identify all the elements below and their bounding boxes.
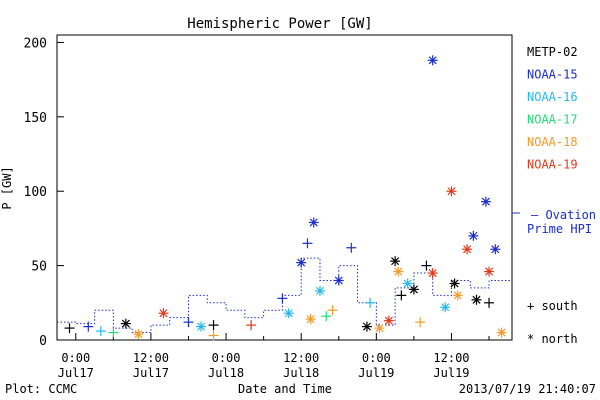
north-point (283, 308, 294, 319)
x-tick-label-date: Jul18 (283, 366, 319, 380)
x-tick-label-date: Jul19 (433, 366, 469, 380)
legend-item: NOAA-17 (527, 113, 578, 127)
south-point (208, 330, 219, 341)
south-point (396, 290, 407, 301)
north-point (120, 318, 131, 329)
south-point (108, 327, 119, 338)
plot-frame (56, 34, 513, 341)
footer-source: Plot: CCMC (5, 382, 77, 396)
north-point (383, 315, 394, 326)
x-axis-ticks: 0:00Jul1712:00Jul170:00Jul1812:00Jul180:… (58, 333, 490, 380)
south-point (246, 320, 257, 331)
south-point (327, 305, 338, 316)
north-point (462, 244, 473, 255)
south-point (277, 293, 288, 304)
north-point (390, 256, 401, 267)
north-point (133, 329, 144, 340)
x-axis-label: Date and Time (238, 382, 332, 396)
north-point (374, 323, 385, 334)
north-point (484, 266, 495, 277)
north-point (305, 314, 316, 325)
north-point (314, 285, 325, 296)
y-tick-label: 50 (31, 260, 47, 275)
south-point (346, 242, 357, 253)
south-point (64, 323, 75, 334)
north-point (427, 268, 438, 279)
x-tick-label-date: Jul19 (358, 366, 394, 380)
north-point (308, 217, 319, 228)
north-point (440, 302, 451, 313)
x-tick-label-date: Jul17 (58, 366, 94, 380)
y-tick-label: 150 (24, 111, 47, 126)
south-point (365, 297, 376, 308)
x-tick-label-time: 12:00 (433, 351, 469, 365)
south-point (421, 260, 432, 271)
y-tick-label: 200 (24, 36, 47, 51)
north-point (361, 321, 372, 332)
x-tick-label-date: Jul17 (133, 366, 169, 380)
south-point (83, 321, 94, 332)
legend-ovation-label-2: Prime HPI (527, 222, 592, 236)
ovation-hpi-series (57, 257, 512, 334)
y-tick-label: 100 (24, 185, 47, 200)
south-point (95, 326, 106, 337)
y-tick-label: 0 (39, 334, 47, 349)
y-axis-ticks: 0 50 100 150 200 (24, 36, 64, 349)
north-point (496, 327, 507, 338)
y-axis-label: P [GW] (0, 166, 14, 209)
north-point (408, 284, 419, 295)
north-point (449, 278, 460, 289)
legend: METP-02 NOAA-15 NOAA-16 NOAA-17 NOAA-18 NOAA-… (527, 45, 578, 172)
legend-item: NOAA-16 (527, 90, 578, 104)
north-point (393, 266, 404, 277)
x-tick-label-time: 12:00 (283, 351, 319, 365)
north-point (196, 321, 207, 332)
north-point (480, 196, 491, 207)
x-tick-label-time: 0:00 (212, 351, 241, 365)
x-tick-label-date: Jul18 (208, 366, 244, 380)
ovation-hpi-line (57, 257, 512, 334)
south-point (415, 317, 426, 328)
north-point (468, 230, 479, 241)
south-point (484, 297, 495, 308)
footer-timestamp: 2013/07/19 21:40:07 (459, 382, 596, 396)
legend-south: + south (527, 299, 578, 313)
south-point (302, 238, 313, 249)
legend-item: METP-02 (527, 45, 578, 59)
south-point (183, 317, 194, 328)
north-point (490, 244, 501, 255)
data-points (64, 55, 507, 341)
north-point (471, 294, 482, 305)
north-point (158, 308, 169, 319)
legend-item: NOAA-19 (527, 158, 578, 172)
legend-north: * north (527, 332, 578, 346)
legend-item: NOAA-18 (527, 135, 578, 149)
legend-item: NOAA-15 (527, 68, 578, 82)
north-point (446, 186, 457, 197)
north-point (427, 55, 438, 66)
north-point (333, 275, 344, 286)
north-point (402, 278, 413, 289)
south-point (321, 311, 332, 322)
chart-title: Hemispheric Power [GW] (187, 16, 372, 32)
x-tick-label-time: 0:00 (61, 351, 90, 365)
legend-ovation-label: — Ovation (531, 208, 596, 222)
north-point (452, 290, 463, 301)
x-tick-label-time: 0:00 (362, 351, 391, 365)
x-tick-label-time: 12:00 (133, 351, 169, 365)
north-point (296, 257, 307, 268)
south-point (208, 320, 219, 331)
